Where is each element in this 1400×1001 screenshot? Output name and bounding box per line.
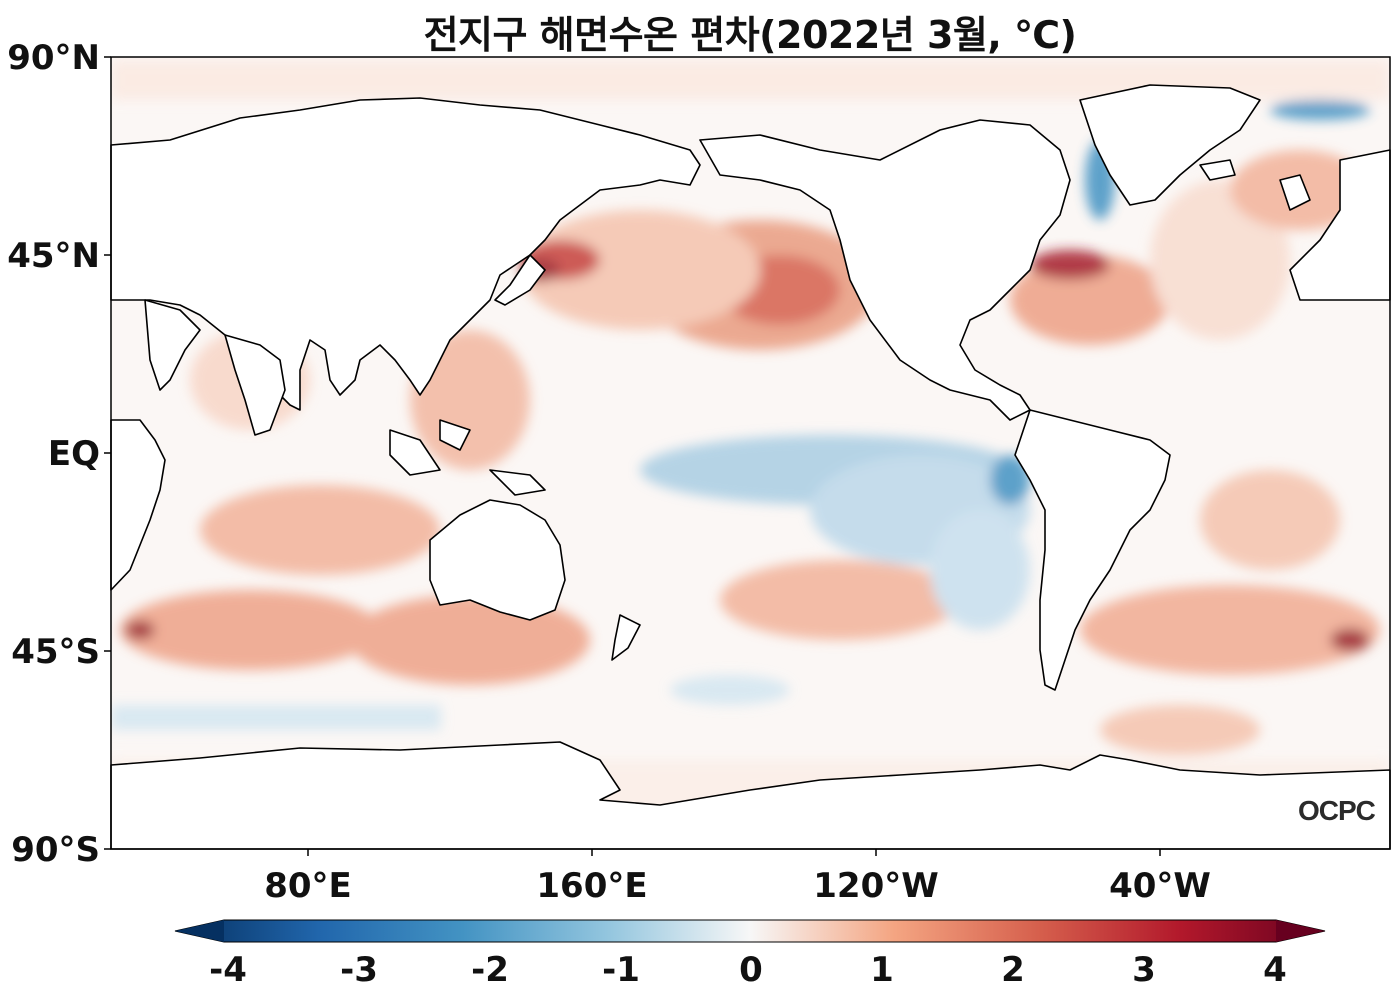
y-tick-label: 90°S [11, 830, 100, 870]
y-tick-label: 45°N [7, 236, 100, 276]
x-tick-label: 160°E [536, 866, 648, 906]
colorbar-tick-label: 0 [739, 950, 763, 990]
colorbar-tick-label: 2 [1001, 950, 1025, 990]
y-tick-label: 90°N [7, 38, 100, 78]
land-masses [110, 84, 1391, 850]
y-tick-label: EQ [47, 434, 100, 474]
colorbar-tick-label: -1 [602, 950, 640, 990]
x-tick-label: 40°W [1109, 866, 1211, 906]
colorbar-tick-label: -2 [471, 950, 509, 990]
colorbar-tick-label: 1 [870, 950, 894, 990]
colorbar-tick-label: -4 [209, 950, 247, 990]
map-title: 전지구 해면수온 편차(2022년 3월, ℃) [423, 13, 1077, 57]
colorbar [174, 919, 1326, 943]
ocpc-logo: OCPC [1298, 795, 1376, 826]
axis-ticks [104, 56, 1161, 856]
colorbar-tick-label: 3 [1132, 950, 1156, 990]
x-tick-label: 80°E [264, 866, 352, 906]
y-tick-label: 45°S [11, 632, 100, 672]
colorbar-tick-label: -3 [340, 950, 378, 990]
x-tick-label: 120°W [813, 866, 939, 906]
colorbar-tick-label: 4 [1263, 950, 1287, 990]
